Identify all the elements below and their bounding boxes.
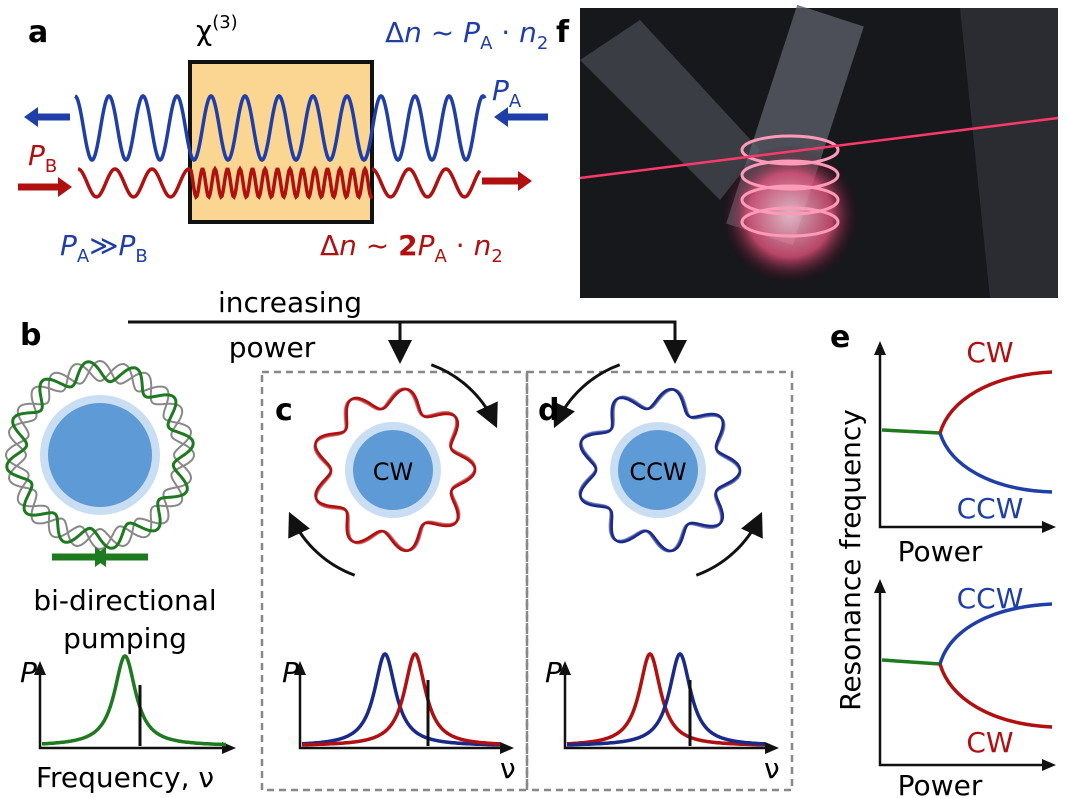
arrow-head xyxy=(874,579,886,593)
axis-label: ν xyxy=(500,752,516,785)
equation-top: Δn ~ PA · n2 xyxy=(385,16,548,54)
axis xyxy=(298,665,510,750)
axis xyxy=(38,665,232,750)
panel-label: a xyxy=(28,15,48,50)
panel-label: c xyxy=(275,393,293,428)
branch xyxy=(938,432,1053,494)
axis-label: P xyxy=(282,656,299,689)
panel-label: e xyxy=(830,320,850,355)
flow-text: increasing xyxy=(218,286,362,319)
arrow-head xyxy=(494,107,508,127)
curve-label: CW xyxy=(966,336,1013,369)
arrow-head xyxy=(24,107,38,127)
curve-label: CCW xyxy=(957,582,1024,615)
axis-label: ν xyxy=(764,752,780,785)
flow-text: power xyxy=(229,331,316,364)
mode-ring xyxy=(7,362,193,548)
resonator xyxy=(353,430,433,510)
ring-label: CW xyxy=(373,458,414,486)
arrow-head xyxy=(559,661,571,675)
panel-label: b xyxy=(20,318,41,353)
chi-label: χ(3) xyxy=(196,12,238,47)
fiber-ring xyxy=(740,206,840,238)
mode-ring xyxy=(579,387,742,553)
photo-shape xyxy=(580,20,760,200)
rotation-arrow xyxy=(288,511,356,577)
spectrum xyxy=(42,654,226,747)
branch xyxy=(881,428,941,435)
spectrum xyxy=(567,652,766,747)
caption: pumping xyxy=(63,622,187,655)
pa-label: PA xyxy=(492,74,522,112)
curve-label: CCW xyxy=(957,492,1024,525)
arrow-head xyxy=(500,742,514,754)
laser xyxy=(579,116,1059,180)
arrow-head xyxy=(1042,521,1056,533)
axis-label: Power xyxy=(898,769,983,798)
axis-label: Frequency, ν xyxy=(36,761,214,794)
arrow-head xyxy=(58,177,72,197)
panel-label: d xyxy=(538,393,559,428)
branch xyxy=(938,663,1053,729)
arrow-head xyxy=(874,341,886,355)
spectrum xyxy=(301,652,500,747)
arrow-head xyxy=(34,661,46,675)
connector xyxy=(128,320,687,364)
arrow-head xyxy=(765,742,779,754)
branch xyxy=(938,370,1053,434)
axis xyxy=(878,345,1052,529)
ring-label: CCW xyxy=(629,458,686,486)
dashed-box xyxy=(525,370,794,792)
wave xyxy=(77,167,191,199)
resonator xyxy=(618,430,698,510)
rotation-arrow xyxy=(553,363,621,429)
arrow-head xyxy=(92,547,106,567)
spectrum xyxy=(302,652,501,747)
panel-label: f xyxy=(556,15,570,50)
mode-ring xyxy=(314,387,477,553)
rotation-arrow xyxy=(695,511,763,577)
axis-label: Power xyxy=(898,535,983,568)
fiber-ring xyxy=(740,134,840,166)
resonator xyxy=(48,403,152,507)
curve-label: CW xyxy=(966,726,1013,759)
branch xyxy=(938,602,1053,665)
fiber-ring xyxy=(740,184,840,216)
mode-ring xyxy=(4,359,195,551)
mode-ring xyxy=(5,360,195,550)
axis-label: P xyxy=(545,656,562,689)
arrow-head xyxy=(294,661,306,675)
condition: PA≫PB xyxy=(60,229,148,267)
pb-label: PB xyxy=(28,139,57,177)
layer xyxy=(4,4,1059,792)
axis xyxy=(563,665,775,750)
branch xyxy=(881,658,941,666)
axis xyxy=(878,583,1052,767)
arrow-head xyxy=(518,171,532,191)
caption: bi-directional xyxy=(33,584,216,617)
fiber-ring xyxy=(740,159,840,191)
spectrum xyxy=(566,652,765,747)
wave xyxy=(188,165,374,200)
axis-label: Resonance frequency xyxy=(834,409,867,711)
arrow-head xyxy=(1042,759,1056,771)
rotation-arrow xyxy=(430,363,498,429)
wave xyxy=(371,167,482,199)
axis-label: P xyxy=(20,656,37,689)
equation-bottom: Δn ~ 2PA · n2 xyxy=(320,229,503,267)
wave xyxy=(74,94,487,162)
photo-shape xyxy=(960,8,1058,298)
